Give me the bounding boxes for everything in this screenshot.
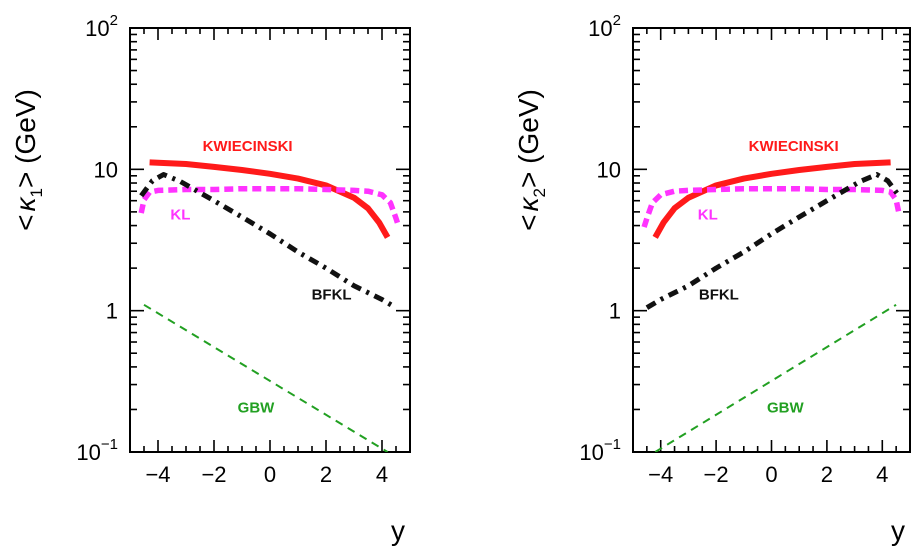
left-series-gbw-label: GBW — [238, 400, 276, 417]
right-y-tick-label: 10−1 — [579, 436, 621, 465]
left-series-kl-line — [138, 185, 402, 228]
left-x-tick-label: 0 — [264, 462, 276, 487]
left-y-tick-label: 10 — [94, 157, 118, 182]
left-y-tick-label: 10−1 — [76, 436, 118, 465]
right-series-bfkl-label: BFKL — [699, 286, 739, 303]
left-series-bfkl-label: BFKL — [312, 286, 352, 303]
left-plot-frame — [129, 27, 411, 453]
left-y-tick-label: 1 — [106, 299, 118, 324]
right-x-tick-label: 0 — [765, 462, 777, 487]
right-y-tick-label: 102 — [588, 12, 621, 41]
left-series-kl-label: KL — [170, 207, 190, 224]
right-y-axis-label: <κ2> (GeV) — [513, 89, 549, 231]
right-series-gbw-line — [654, 303, 897, 452]
right-series-gbw-label: GBW — [767, 400, 805, 417]
right-x-tick-label: −2 — [704, 462, 729, 487]
left-x-tick-label: 2 — [320, 462, 332, 487]
right-x-tick-label: 2 — [821, 462, 833, 487]
right-panel: −4 −2 0 2 4 102 10 1 10−1 y <κ2> (GeV) KWIECINSKI KL… — [513, 12, 911, 546]
left-y-tick-label: 102 — [85, 12, 118, 41]
left-x-tick-label: 4 — [376, 462, 388, 487]
right-x-tick-label: −4 — [648, 462, 673, 487]
right-series-kl-line — [641, 185, 902, 228]
right-x-axis-label: y — [891, 515, 905, 546]
left-series-kwiecinski-label: KWIECINSKI — [203, 138, 293, 155]
left-x-tick-label: −2 — [201, 462, 226, 487]
left-series-gbw-line — [143, 303, 389, 452]
right-y-tick-label: 10 — [597, 157, 621, 182]
right-series-kwiecinski-label: KWIECINSKI — [749, 138, 839, 155]
left-panel: −4 −2 0 2 4 102 10 1 10−1 y <κ1> (GeV) KWIECINSKI KL… — [10, 12, 411, 546]
right-series-kl-label: KL — [698, 207, 718, 224]
left-x-tick-label: −4 — [145, 462, 170, 487]
left-x-axis-label: y — [391, 515, 405, 546]
right-y-tick-label: 1 — [609, 299, 621, 324]
right-x-tick-label: 4 — [876, 462, 888, 487]
right-series-kwiecinski-line — [652, 159, 891, 239]
left-y-axis-label: <κ1> (GeV) — [10, 89, 46, 231]
left-series-bfkl-line — [139, 172, 398, 310]
left-series-kwiecinski-line — [149, 159, 391, 239]
right-plot-frame — [632, 27, 911, 453]
right-series-bfkl-line — [645, 172, 901, 310]
